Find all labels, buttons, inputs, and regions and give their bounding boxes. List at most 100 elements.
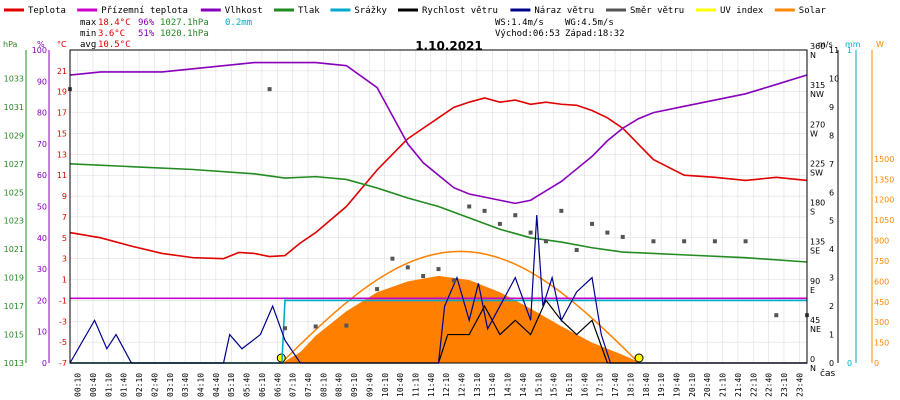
y-tick-wind-speed: 2 xyxy=(829,302,834,311)
wind-direction-point xyxy=(344,323,349,328)
y-tick-rain: 1 xyxy=(847,46,852,55)
x-tick-label: 02:10 xyxy=(135,373,144,397)
series-line xyxy=(69,163,808,263)
y-tick-solar: 1350 xyxy=(874,175,894,184)
y-tick-temperature: -5 xyxy=(59,338,67,347)
x-tick-label: 19:40 xyxy=(672,373,681,397)
y-tick-pressure: 1019 xyxy=(4,274,24,283)
y-tick-pressure: 1023 xyxy=(4,217,24,226)
y-tick-humidity: 40 xyxy=(37,234,47,243)
y-tick-pressure: 1029 xyxy=(4,131,24,140)
y-tick-wind-speed: 4 xyxy=(829,245,834,254)
y-tick-solar: 1500 xyxy=(874,155,894,164)
x-tick-label: 17:40 xyxy=(611,373,620,397)
y-tick-rain: 0 xyxy=(847,359,852,368)
x-tick-label: 16:40 xyxy=(580,373,589,397)
x-tick-label: 22:10 xyxy=(749,373,758,397)
legend-label: UV index xyxy=(720,6,764,16)
y-tick-wind-direction-compass: E xyxy=(810,286,815,295)
y-tick-humidity: 80 xyxy=(37,109,47,118)
y-tick-temperature: 7 xyxy=(62,213,67,222)
wind-direction-point xyxy=(421,274,426,279)
stats-max-temp: 18.4°C xyxy=(98,18,131,28)
y-tick-solar: 900 xyxy=(874,237,889,246)
x-tick-label: 10:10 xyxy=(381,373,390,397)
y-tick-wind-direction-compass: N xyxy=(810,364,816,373)
x-tick-label: 20:10 xyxy=(688,373,697,397)
wind-direction-point xyxy=(513,213,518,218)
x-tick-label: 03:10 xyxy=(166,373,175,397)
wind-direction-point xyxy=(497,221,502,226)
stats-max-rain: 0.2mm xyxy=(225,18,252,28)
y-tick-solar: 1200 xyxy=(874,196,894,205)
axes: 1013101510171019102110231025102710291031… xyxy=(4,42,895,397)
y-tick-wind-speed: 0 xyxy=(829,359,834,368)
x-tick-label: 23:10 xyxy=(780,373,789,397)
legend-label: Přízemní teplota xyxy=(101,6,188,16)
wind-speed-info: WS:1.4m/s xyxy=(495,18,544,28)
wind-direction-point xyxy=(528,230,533,235)
y-tick-temperature: -3 xyxy=(59,317,67,326)
y-tick-humidity: 0 xyxy=(42,359,47,368)
x-tick-label: 13:40 xyxy=(488,373,497,397)
legend-label: Rychlost větru xyxy=(422,6,498,16)
x-tick-label: 04:40 xyxy=(212,373,221,397)
y-tick-pressure: 1031 xyxy=(4,103,24,112)
sunrise-info: Východ:06:53 xyxy=(495,29,560,39)
x-tick-label: 08:10 xyxy=(319,373,328,397)
wind-direction-point xyxy=(590,221,595,226)
y-tick-wind-speed: 6 xyxy=(829,188,834,197)
x-tick-label: 14:10 xyxy=(504,373,513,397)
x-tick-label: 22:40 xyxy=(765,373,774,397)
x-tick-label: 14:40 xyxy=(519,373,528,397)
y-tick-solar: 600 xyxy=(874,277,889,286)
x-tick-label: 12:10 xyxy=(442,373,451,397)
x-tick-label: 07:40 xyxy=(304,373,313,397)
stats-max-press: 1027.1hPa xyxy=(160,18,209,28)
wind-direction-point xyxy=(282,326,287,331)
y-tick-wind-direction-compass: SE xyxy=(810,247,820,256)
y-tick-wind-speed: 1 xyxy=(829,331,834,340)
x-tick-label: 17:10 xyxy=(596,373,605,397)
x-tick-label: 18:40 xyxy=(642,373,651,397)
wind-direction-point xyxy=(390,256,395,261)
x-tick-label: 07:10 xyxy=(289,373,298,397)
x-tick-label: 01:10 xyxy=(104,373,113,397)
y-tick-wind-direction-compass: N xyxy=(810,51,816,60)
y-tick-solar: 0 xyxy=(874,359,879,368)
wind-direction-point xyxy=(605,230,610,235)
y-tick-wind-speed: 3 xyxy=(829,274,834,283)
y-tick-pressure: 1025 xyxy=(4,188,24,197)
y-tick-wind-speed: 7 xyxy=(829,160,834,169)
legend-label: Směr větru xyxy=(630,6,684,16)
x-tick-label: 00:10 xyxy=(74,373,83,397)
x-tick-label: 21:40 xyxy=(734,373,743,397)
y-tick-temperature: 5 xyxy=(62,234,67,243)
y-tick-solar: 150 xyxy=(874,339,889,348)
plot-frame xyxy=(69,49,808,364)
x-tick-label: 06:10 xyxy=(258,373,267,397)
x-tick-label: 08:40 xyxy=(335,373,344,397)
wind-direction-point xyxy=(574,247,579,252)
wind-gust-info: WG:4.5m/s xyxy=(565,18,614,28)
y-tick-pressure: 1033 xyxy=(4,74,24,83)
series-line xyxy=(70,299,807,364)
y-tick-solar: 750 xyxy=(874,257,889,266)
stats-max-label: max xyxy=(80,18,97,28)
y-tick-temperature: 15 xyxy=(57,129,67,138)
x-tick-label: 05:10 xyxy=(227,373,236,397)
y-tick-temperature: 3 xyxy=(62,255,67,264)
y-tick-wind-speed: 8 xyxy=(829,131,834,140)
y-tick-humidity: 90 xyxy=(37,77,47,86)
y-tick-solar: 1050 xyxy=(874,216,894,225)
wind-direction-point xyxy=(651,239,656,244)
x-tick-label: 03:40 xyxy=(181,373,190,397)
y-tick-pressure: 1021 xyxy=(4,245,24,254)
x-tick-label: 21:10 xyxy=(719,373,728,397)
x-tick-label: 13:10 xyxy=(473,373,482,397)
y-tick-wind-direction-compass: S xyxy=(810,208,815,217)
x-tick-label: 11:10 xyxy=(411,373,420,397)
x-tick-label: 00:40 xyxy=(89,373,98,397)
